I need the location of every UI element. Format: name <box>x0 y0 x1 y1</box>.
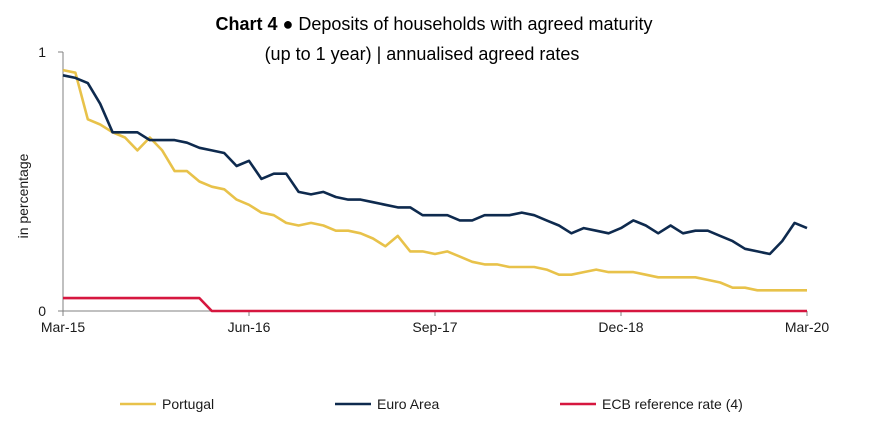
legend-label-ecb-reference-rate-4: ECB reference rate (4) <box>602 396 743 412</box>
chart-subtitle: (up to 1 year) | annualised agreed rates <box>265 44 580 64</box>
series-layer <box>62 68 808 313</box>
axes: 0 1 Mar-15 Jun-16 Sep-17 Dec-18 Mar-20 <box>38 44 829 335</box>
legend-label-euro-area: Euro Area <box>377 396 439 412</box>
x-tick-label: Mar-15 <box>41 319 86 335</box>
x-tick-label: Sep-17 <box>412 319 457 335</box>
series-line-portugal <box>62 68 807 292</box>
x-tick-label: Jun-16 <box>228 319 271 335</box>
x-tick-label: Dec-18 <box>598 319 643 335</box>
y-axis-label: in percentage <box>15 153 31 238</box>
series-line-ecb-reference-rate-4 <box>63 296 807 313</box>
chart-title-prefix: Chart 4 <box>215 14 277 34</box>
y-tick-label: 1 <box>38 44 46 60</box>
y-tick-label: 0 <box>38 303 46 319</box>
legend-label-portugal: Portugal <box>162 396 214 412</box>
chart-title-main: ● Deposits of households with agreed mat… <box>277 14 652 34</box>
series-line-euro-area <box>62 74 808 256</box>
x-tick-label: Mar-20 <box>785 319 830 335</box>
chart-title: Chart 4 ● Deposits of households with ag… <box>215 14 652 34</box>
legend: Portugal Euro Area ECB reference rate (4) <box>120 396 743 412</box>
